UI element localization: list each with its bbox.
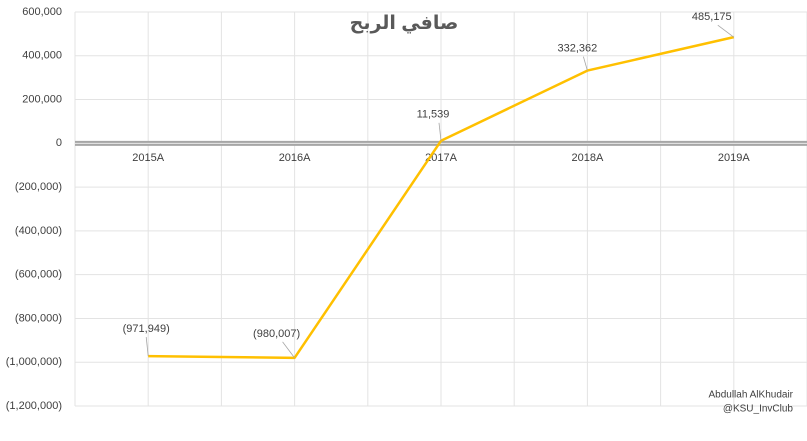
data-label: 332,362: [558, 42, 598, 54]
y-tick-label: (1,000,000): [6, 356, 62, 368]
x-tick-label: 2018A: [571, 152, 603, 164]
x-tick-label: 2016A: [279, 152, 311, 164]
y-tick-label: (800,000): [15, 312, 62, 324]
x-tick-label: 2017A: [425, 152, 457, 164]
y-tick-label: (400,000): [15, 225, 62, 237]
data-line: [148, 35, 735, 360]
x-tick-label: 2015A: [132, 152, 164, 164]
leader-line: [583, 56, 588, 71]
leader-line: [438, 122, 442, 141]
y-tick-label: 0: [56, 137, 62, 149]
x-tick-label: 2019A: [718, 152, 750, 164]
y-tick-label: 200,000: [22, 93, 62, 105]
data-label: 11,539: [417, 109, 450, 121]
y-tick-label: (1,200,000): [6, 400, 62, 412]
chart-title: صافي الربح: [350, 13, 459, 34]
annotation: Abdullah AlKhudair: [708, 390, 793, 401]
data-label: (971,949): [123, 323, 170, 335]
leader-line: [145, 337, 149, 357]
y-tick-label: 400,000: [22, 50, 62, 62]
data-label: 485,175: [692, 11, 732, 23]
leader-line: [717, 24, 735, 38]
y-tick-label: 600,000: [22, 6, 62, 18]
y-tick-label: (200,000): [15, 181, 62, 193]
data-label: (980,007): [253, 328, 300, 340]
leader-line: [282, 341, 295, 359]
y-tick-label: (600,000): [15, 269, 62, 281]
annotation: @KSU_InvClub: [723, 404, 794, 415]
